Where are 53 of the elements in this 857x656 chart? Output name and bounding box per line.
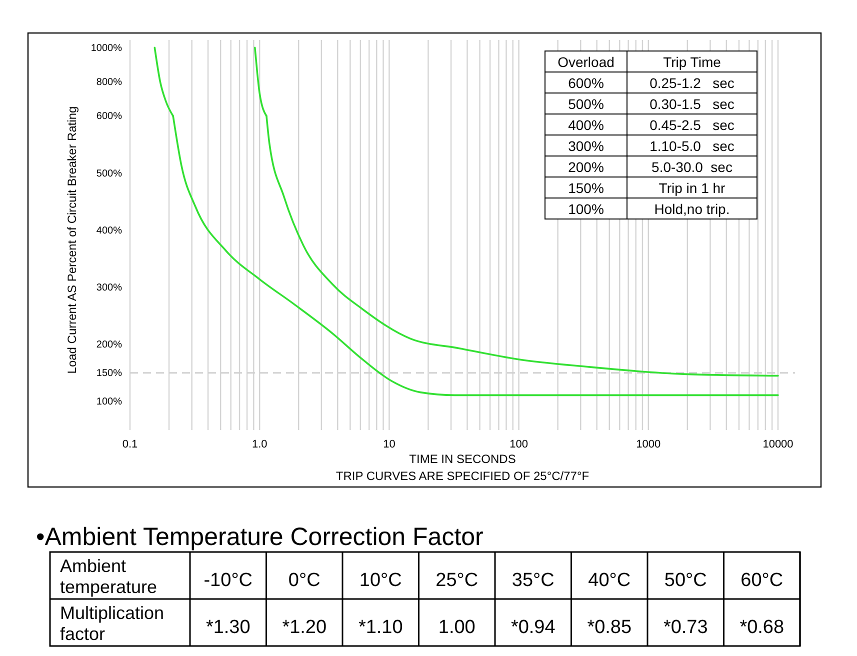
data-label: *1.10 (358, 617, 403, 638)
annotation: Trip Time (663, 54, 722, 70)
x-tick-label: 10 (383, 438, 396, 450)
text: TRIP CURVES ARE SPECIFIED OF 25°C/77°F (336, 469, 590, 483)
data-label: *0.68 (740, 617, 784, 638)
y-tick-label: 800% (96, 77, 122, 88)
data-label: *0.73 (663, 617, 708, 638)
data-label: *1.30 (206, 617, 250, 638)
x-tick-label: 0.1 (122, 438, 138, 450)
annotation: 200% (568, 159, 604, 175)
annotation: Trip in 1 hr (658, 180, 726, 196)
annotation: Overload (558, 54, 614, 70)
annotation: 100% (568, 201, 604, 217)
annotation: 600% (568, 75, 604, 91)
text: •Ambient Temperature Correction Factor (36, 523, 484, 551)
y-axis-title: Load Current AS Percent of Circuit Breaker Rating (65, 106, 79, 374)
category-label: 35°C (512, 570, 554, 591)
y-tick-label: 200% (96, 340, 122, 351)
category-label: 50°C (664, 570, 707, 591)
y-tick-label: 500% (96, 168, 122, 180)
category-label: 10°C (359, 570, 402, 591)
x-axis-title: TIME IN SECONDS (409, 452, 516, 466)
data-label: *1.20 (282, 617, 327, 638)
annotation: Hold,no trip. (654, 201, 730, 217)
category-label: 40°C (588, 570, 631, 591)
category-label: -10°C (204, 570, 253, 591)
x-tick-label: 1.0 (252, 438, 268, 450)
annotation: 300% (568, 138, 604, 154)
category-label: 25°C (436, 570, 478, 591)
y-tick-label: 600% (96, 111, 122, 122)
y-tick-label: 1000% (90, 42, 122, 54)
x-tick-label: 100 (510, 438, 528, 450)
annotation: 0.25-1.2 sec (650, 75, 734, 91)
y-tick-label: 100% (96, 396, 122, 408)
y-tick-label: 300% (96, 282, 122, 294)
annotation: 0.45-2.5 sec (650, 117, 734, 133)
category-label: 60°C (740, 570, 784, 591)
category-label: 0°C (288, 570, 320, 591)
text: Multiplication factor (60, 603, 164, 644)
annotation: 0.30-1.5 sec (650, 96, 734, 112)
data-label: *0.94 (510, 617, 556, 638)
data-label: *0.85 (587, 617, 632, 638)
x-tick-label: 1000 (636, 438, 661, 450)
y-tick-label: 400% (96, 225, 122, 236)
annotation: 400% (568, 117, 604, 133)
text: Ambient temperature (60, 556, 158, 597)
annotation: 150% (568, 180, 604, 196)
annotation: 5.0-30.0 sec (652, 159, 732, 175)
data-label: 1.00 (438, 617, 476, 638)
annotation: 500% (568, 96, 604, 112)
y-tick-label: 150% (96, 368, 122, 380)
annotation: 1.10-5.0 sec (650, 138, 734, 154)
x-tick-label: 10000 (762, 438, 794, 450)
